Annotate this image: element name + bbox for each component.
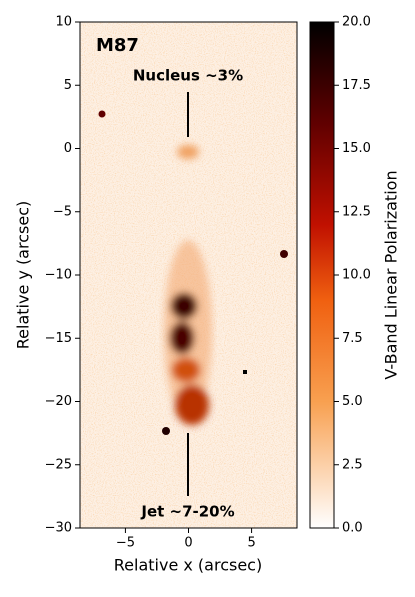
colorbar-tick-label: 20.0 <box>342 15 371 30</box>
colorbar-tick-label: 5.0 <box>342 394 363 409</box>
colorbar-tick-label: 0.0 <box>342 521 363 536</box>
colorbar-tick-label: 7.5 <box>342 331 363 346</box>
x-tick-label: 0 <box>184 536 192 551</box>
y-tick-label: −15 <box>45 331 72 346</box>
annotation: Jet ~7-20% <box>140 503 234 521</box>
annotation: Nucleus ~3% <box>133 67 243 85</box>
annotation: M87 <box>96 35 139 56</box>
y-tick-label: 5 <box>64 78 72 93</box>
y-tick-label: −10 <box>45 268 72 283</box>
y-tick-label: −25 <box>45 457 72 472</box>
y-tick-label: 10 <box>55 15 72 30</box>
colorbar <box>309 21 335 529</box>
colorbar-tick-label: 15.0 <box>342 141 371 156</box>
y-axis-label: Relative y (arcsec) <box>14 201 33 349</box>
y-tick-label: 0 <box>64 141 72 156</box>
colorbar-tick-label: 12.5 <box>342 204 371 219</box>
colorbar-tick-label: 10.0 <box>342 268 371 283</box>
x-tick-label: −5 <box>116 536 135 551</box>
colorbar-tick-label: 17.5 <box>342 78 371 93</box>
y-tick-label: −5 <box>53 204 72 219</box>
y-tick-label: −30 <box>45 521 72 536</box>
y-tick-label: −20 <box>45 394 72 409</box>
colorbar-label: V-Band Linear Polarization <box>382 170 401 379</box>
colorbar-tick-label: 2.5 <box>342 457 363 472</box>
x-tick-label: 5 <box>247 536 255 551</box>
x-axis-label: Relative x (arcsec) <box>114 556 262 575</box>
